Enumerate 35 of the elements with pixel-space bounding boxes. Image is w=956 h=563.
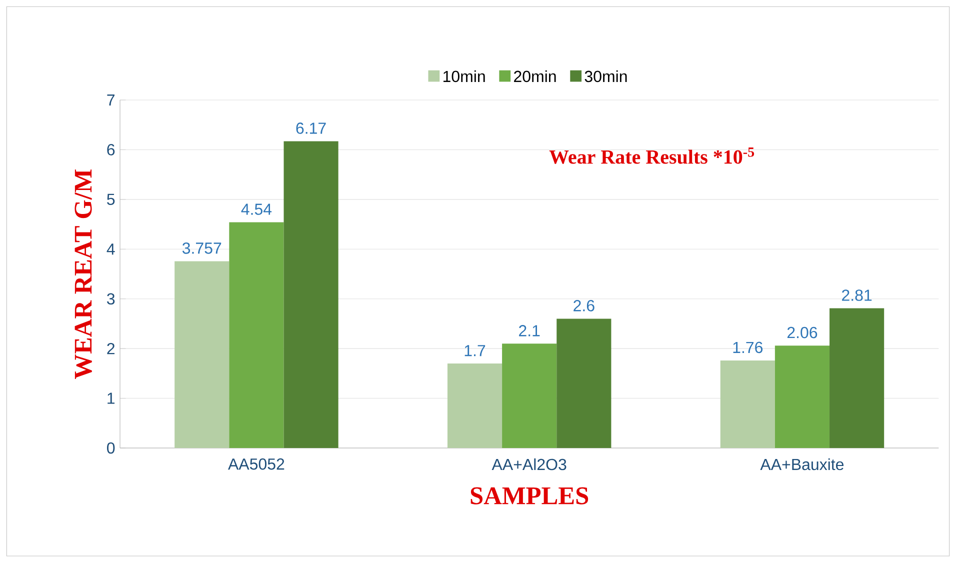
data-label: 6.17 [296, 122, 326, 134]
y-tick-label: 3 [107, 293, 115, 305]
bar [830, 308, 884, 448]
bar [556, 318, 612, 448]
y-tick-label: 0 [107, 442, 115, 454]
y-tick-label: 6 [107, 144, 115, 156]
data-label: 4.54 [241, 204, 272, 216]
bar [774, 346, 830, 448]
bar [174, 261, 230, 448]
legend-label: 30min [584, 70, 627, 82]
y-tick-label: 1 [108, 392, 115, 404]
x-tick-label: AA+Al2O3 [492, 458, 566, 470]
data-label: 2.81 [842, 290, 872, 302]
legend-label: 10min [443, 70, 485, 82]
bar [447, 364, 502, 448]
data-label: 2.1 [519, 325, 540, 336]
x-axis-title: SAMPLES [470, 487, 588, 504]
y-tick-label: 4 [106, 244, 115, 255]
data-label: 2.6 [574, 300, 594, 312]
bar [284, 141, 338, 448]
y-tick-label: 5 [107, 194, 115, 206]
bar [502, 344, 557, 448]
legend-label: 20min [514, 70, 556, 82]
y-tick-label: 7 [107, 94, 114, 106]
y-tick-label: 2 [107, 343, 114, 354]
data-label: 1.7 [464, 345, 486, 356]
data-label: 1.76 [733, 342, 763, 354]
data-label: 3.757 [182, 242, 222, 254]
bar [229, 222, 284, 448]
bar [720, 360, 775, 448]
text: Wear Rate Results *10$^{-5}$ [549, 148, 754, 164]
data-label: 2.06 [787, 327, 818, 338]
x-tick-label: AA+Bauxite [760, 458, 844, 470]
x-tick-label: AA5052 [228, 458, 284, 470]
y-axis-title: WEAR REAT G/M [74, 170, 92, 380]
